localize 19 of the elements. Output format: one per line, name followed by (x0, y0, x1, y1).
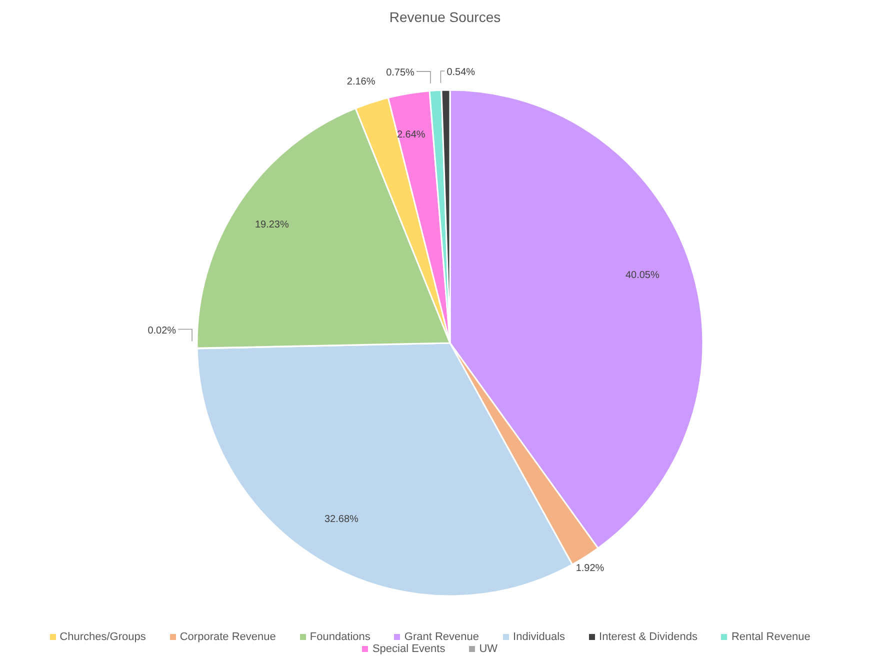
data-label: 0.02% (148, 325, 176, 336)
chart-title: Revenue Sources (389, 9, 501, 25)
data-label: 0.75% (386, 67, 415, 78)
data-label: 32.68% (324, 514, 359, 525)
legend-label: Individuals (513, 631, 566, 643)
legend-label: Special Events (372, 643, 446, 655)
data-label: 40.05% (625, 270, 660, 282)
legend-label: Corporate Revenue (180, 631, 276, 643)
legend-label: Rental Revenue (731, 631, 810, 643)
legend-label: Churches/Groups (60, 631, 146, 643)
legend-label: UW (479, 643, 498, 655)
legend-label: Grant Revenue (404, 631, 480, 643)
data-label: 1.92% (576, 562, 604, 574)
data-label: 19.23% (254, 220, 289, 231)
legend-label: Interest & Dividends (599, 631, 698, 643)
legend-label: Foundations (310, 631, 370, 643)
data-label: 2.64% (396, 129, 426, 140)
data-label: 2.16% (346, 76, 376, 88)
data-label: 0.54% (446, 67, 476, 78)
